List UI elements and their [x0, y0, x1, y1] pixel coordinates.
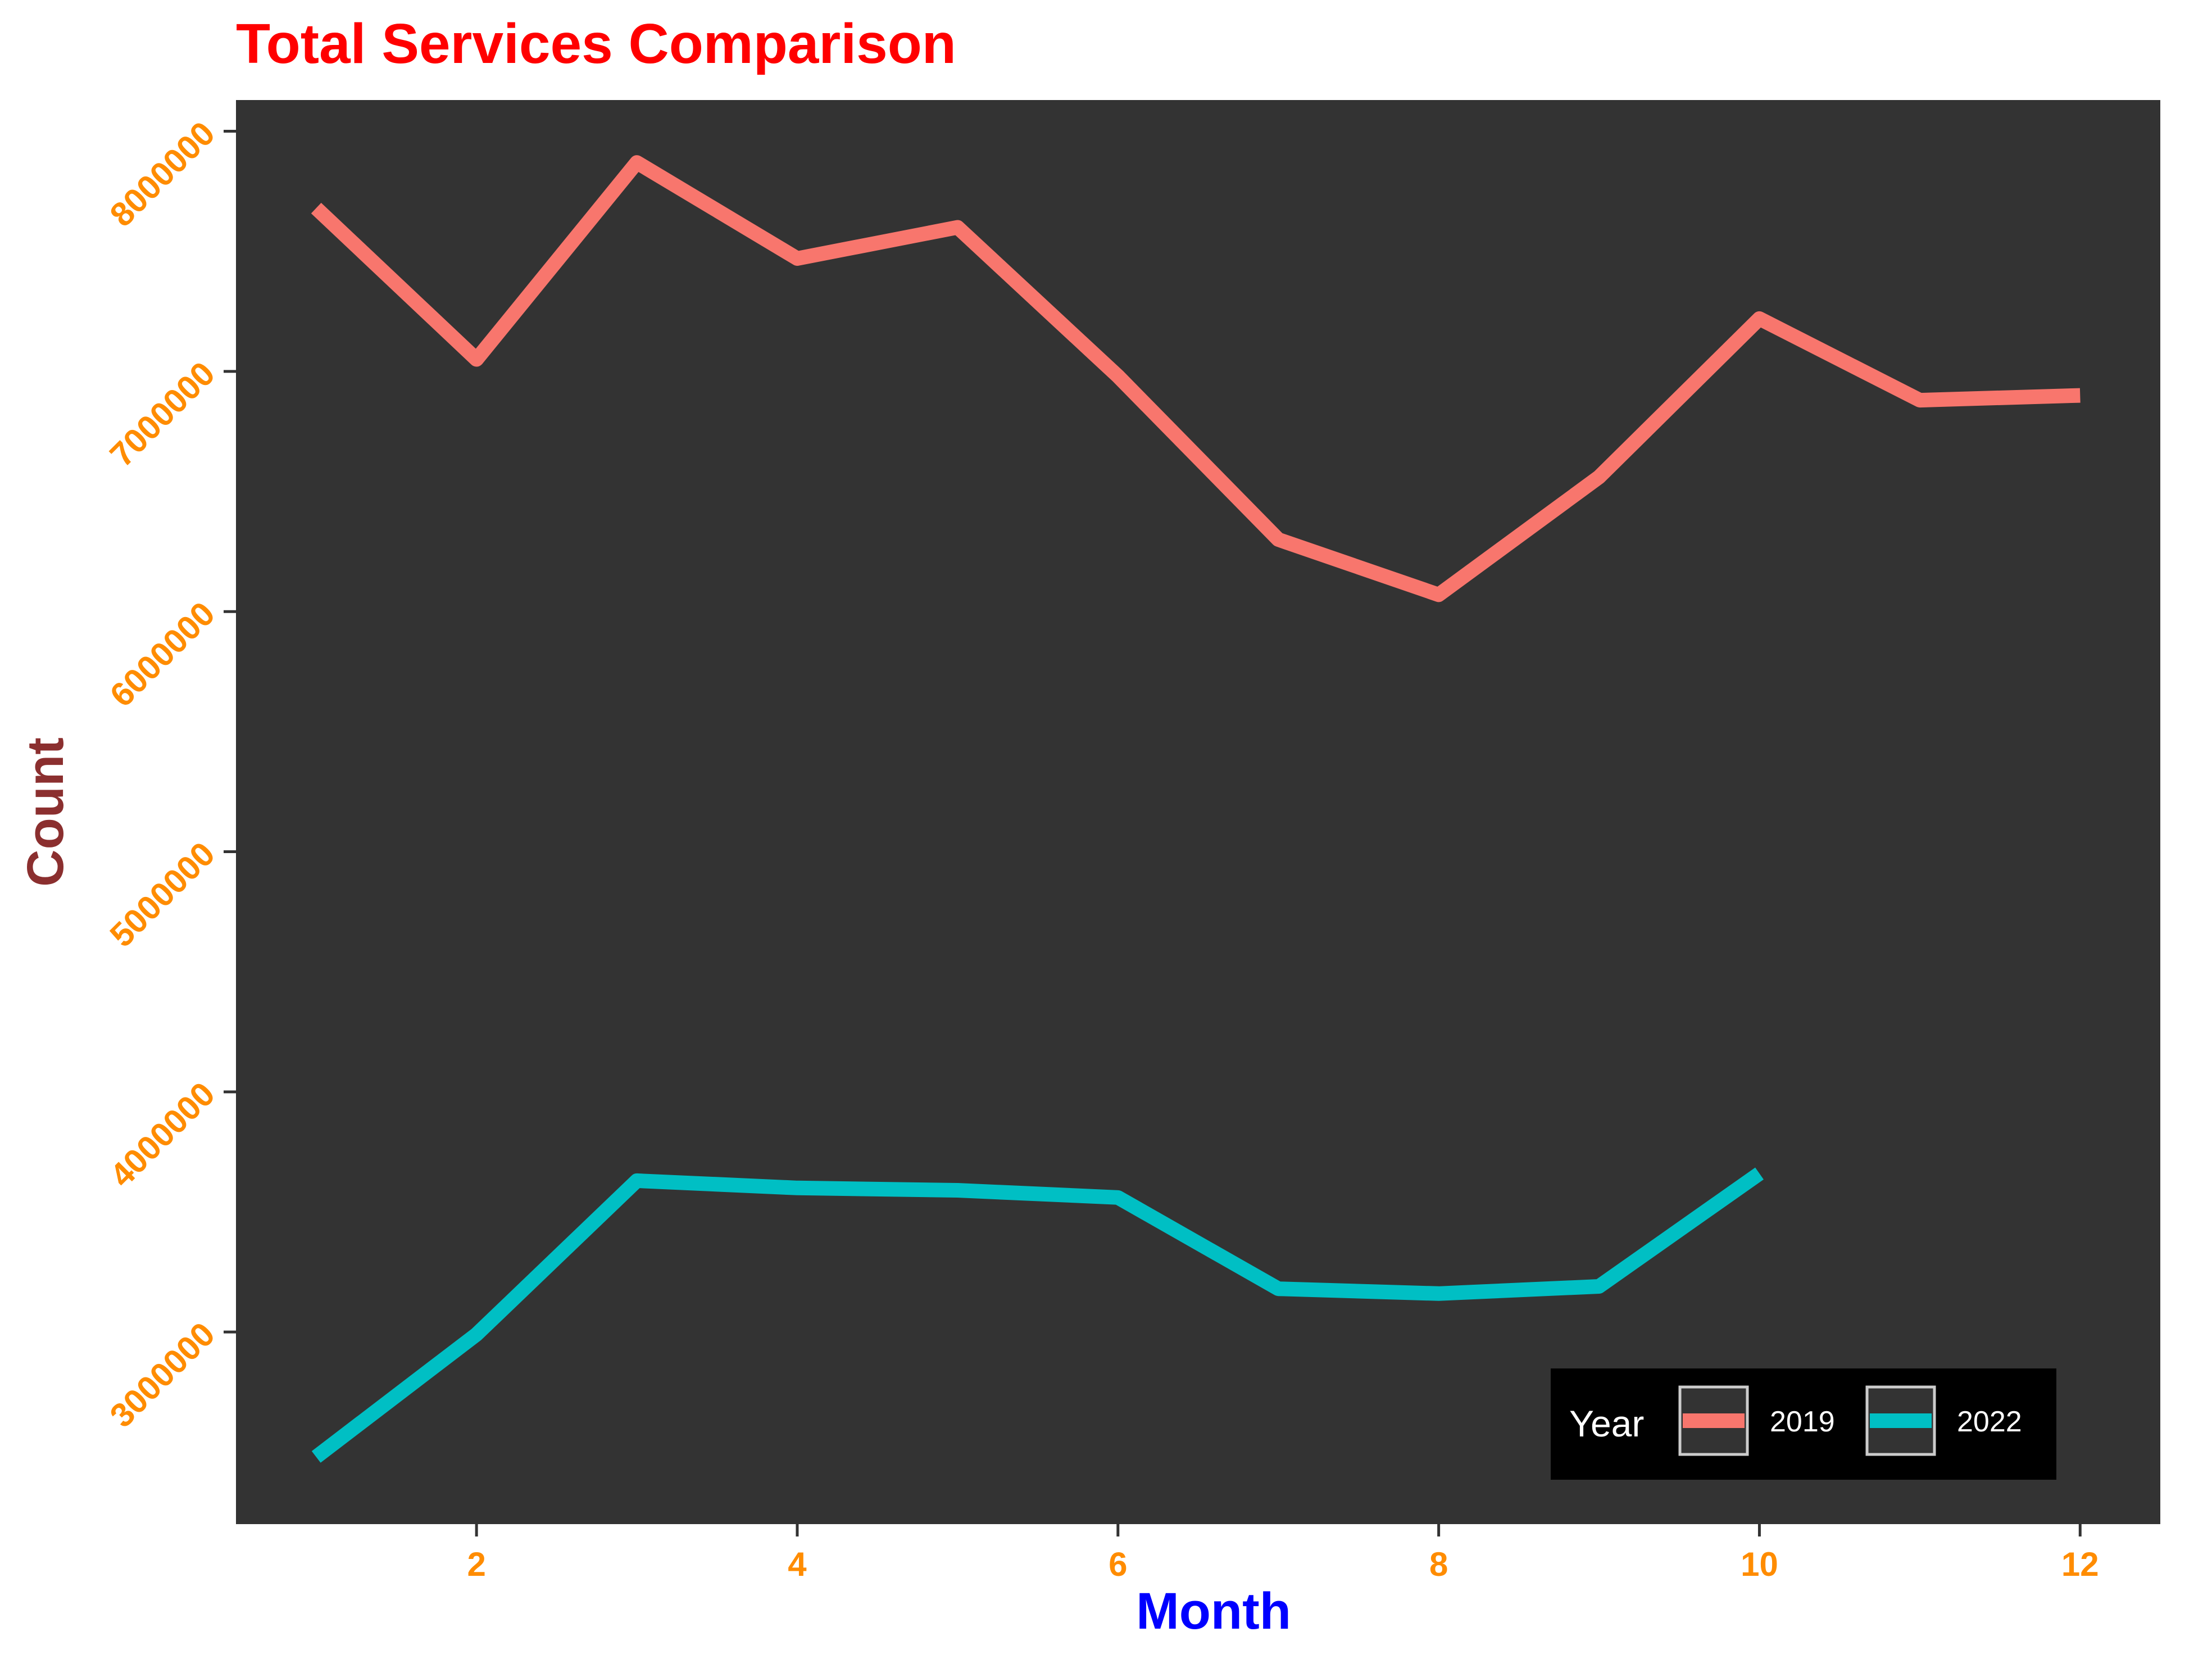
plot-panel: [236, 100, 2160, 1524]
y-tick-label: 8000000: [103, 114, 222, 234]
legend-items: 2019 2022: [1678, 1385, 2022, 1456]
x-tick-label: 12: [2061, 1545, 2099, 1583]
y-axis-label: Count: [17, 737, 74, 887]
x-tick-label: 6: [1109, 1545, 1127, 1583]
x-tick-label: 10: [1741, 1545, 1778, 1583]
legend-background: [1551, 1368, 2056, 1480]
series-line-2019: [311, 155, 2081, 602]
legend-label-2022: 2022: [1957, 1406, 2022, 1438]
x-tick-label: 4: [788, 1545, 807, 1583]
series-line-2022: [311, 1167, 1764, 1463]
x-tick-label: 2: [467, 1545, 485, 1583]
legend-label-2019: 2019: [1770, 1406, 1835, 1438]
legend: Year 2019 2022: [1551, 1368, 2056, 1480]
series-layer: [311, 155, 2081, 1463]
x-tick-label: 8: [1429, 1545, 1448, 1583]
y-tick-label: 6000000: [103, 595, 222, 714]
y-tick-label: 7000000: [103, 355, 222, 474]
y-tick-label: 4000000: [103, 1075, 222, 1195]
x-axis-label: Month: [1136, 1583, 1291, 1640]
x-axis: 2 4 6 8 10 12: [467, 1524, 2099, 1583]
y-axis: 3000000 4000000 5000000 6000000 7000000 80000…: [103, 114, 236, 1435]
chart-title: Total Services Comparison: [236, 12, 956, 75]
y-tick-label: 5000000: [103, 835, 222, 954]
legend-title: Year: [1569, 1403, 1644, 1444]
y-tick-label: 3000000: [103, 1315, 222, 1435]
